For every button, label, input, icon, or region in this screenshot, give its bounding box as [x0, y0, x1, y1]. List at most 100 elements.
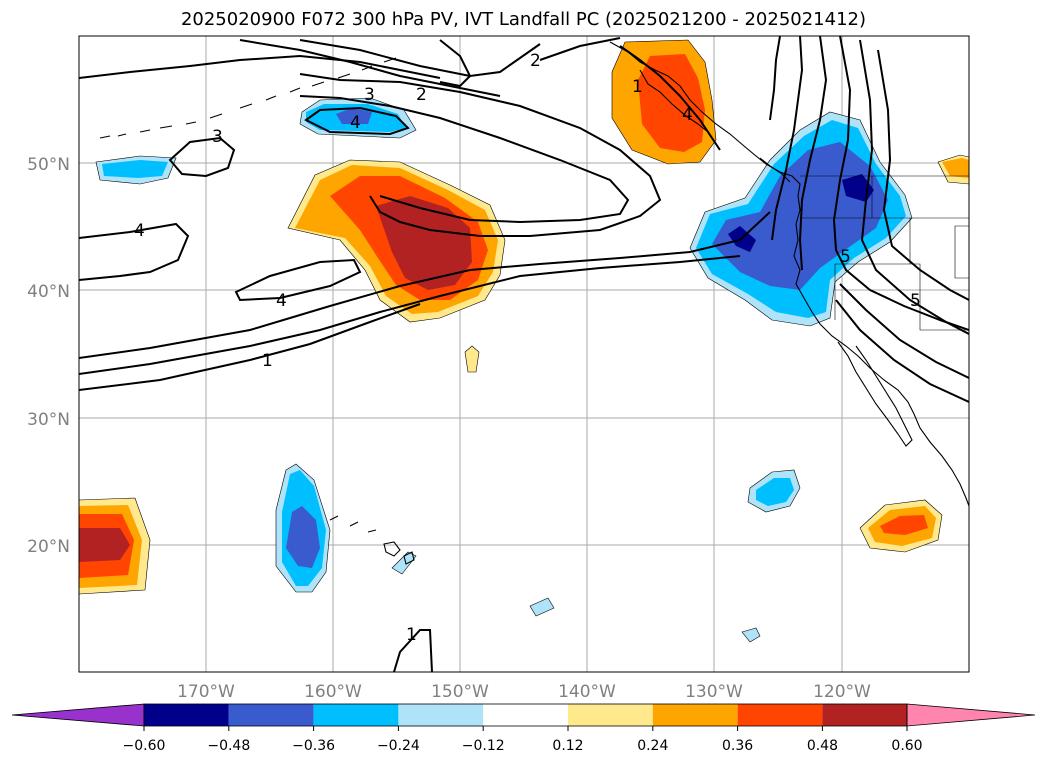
colorbar-extend-low: [11, 703, 145, 727]
positive-anomaly-central-pacific: [376, 196, 472, 290]
pv-contour: [835, 299, 969, 403]
pv-contour: [79, 222, 190, 281]
latitude-labels: 50°N 40°N 30°N 20°N: [27, 155, 70, 557]
contour-label: 1: [406, 625, 417, 645]
coastline-aleutians: [99, 57, 397, 139]
contour-label: 4: [682, 105, 693, 125]
pv-contour: [304, 106, 410, 136]
contour-label: 1: [632, 77, 643, 97]
colorbar-tick-label: 0.24: [637, 738, 668, 754]
colorbar-segment: [737, 704, 823, 726]
colorbar-tick-label: −0.24: [377, 738, 420, 754]
pv-contour: [79, 255, 741, 375]
colorbar-ticks: [143, 726, 908, 731]
pv-contour: [798, 36, 828, 271]
coastline-north-america: [609, 41, 969, 507]
lat-label-20n: 20°N: [27, 537, 70, 557]
contour-labels: 2 2 3 4 3 4 4 1 1 1 4 5 5: [134, 51, 921, 645]
negative-anomaly-small: [741, 627, 761, 643]
negative-anomaly-aleutian: [336, 108, 372, 124]
colorbar-segment: [228, 704, 314, 726]
colorbar-segment: [144, 704, 229, 726]
lon-label-130w: 130°W: [685, 682, 743, 702]
map-frame: [78, 35, 970, 673]
colorbar-segment: [313, 704, 399, 726]
colorbar: −0.60 −0.48 −0.36 −0.24 −0.12 0.12 0.24 …: [11, 703, 1036, 754]
pv-contour: [79, 211, 771, 359]
coastline-hawaii: [329, 515, 401, 557]
positive-anomaly-small: [942, 158, 969, 178]
colorbar-segment: [568, 704, 653, 726]
colorbar-tick-label: 0.36: [722, 738, 753, 754]
pv-contour: [168, 136, 236, 178]
pv-contour: [619, 45, 721, 151]
pv-contour: [79, 54, 441, 79]
colorbar-segment: [483, 704, 568, 726]
pv-contour: [839, 283, 969, 379]
colorbar-segment: [398, 704, 484, 726]
contour-label: 3: [364, 85, 375, 105]
lon-label-140w: 140°W: [558, 682, 616, 702]
contour-label: 2: [530, 51, 541, 71]
pv-contour: [832, 36, 969, 331]
negative-anomaly-small: [529, 597, 555, 617]
coastline-hawaii-big-island: [403, 551, 415, 565]
colorbar-tick-label: −0.36: [292, 738, 335, 754]
pv-contours: [79, 36, 969, 672]
contour-label: 5: [910, 291, 921, 311]
pv-contour: [234, 258, 362, 302]
lat-label-40n: 40°N: [27, 282, 70, 302]
colorbar-segment: [822, 704, 908, 726]
contour-label: 4: [350, 113, 361, 133]
coastline-baja: [837, 341, 913, 447]
negative-anomaly-hawaii: [286, 506, 320, 568]
positive-anomaly-small: [464, 345, 480, 373]
contour-label: 4: [134, 221, 145, 241]
contour-label: 1: [262, 351, 273, 371]
pv-contour: [877, 49, 969, 301]
pv-contour: [239, 39, 501, 97]
negative-anomaly-subtropical: [756, 478, 794, 506]
colorbar-extend-high: [906, 703, 1036, 727]
political-borders: [800, 175, 969, 331]
lon-label-150w: 150°W: [431, 682, 489, 702]
colorbar-outline: [143, 703, 908, 727]
lon-label-120w: 120°W: [813, 682, 871, 702]
contour-label: 3: [212, 127, 223, 147]
contour-label: 5: [840, 247, 851, 267]
pv-contour: [771, 36, 804, 241]
coastlines: [99, 41, 969, 565]
longitude-labels: 170°W 160°W 150°W 140°W 130°W 120°W: [177, 682, 871, 702]
contour-label: 4: [276, 291, 287, 311]
colorbar-tick-label: 0.12: [552, 738, 583, 754]
pv-contour: [299, 95, 630, 224]
coastline-vancouver-island: [759, 157, 791, 183]
pv-contour: [539, 37, 621, 61]
positive-anomaly-west-hawaii: [79, 528, 130, 562]
pv-contour: [769, 36, 781, 121]
colorbar-tick-label: −0.12: [462, 738, 505, 754]
negative-anomaly-small: [391, 551, 417, 575]
colorbar-tick-label: −0.48: [207, 738, 250, 754]
colorbar-tick-label: 0.48: [807, 738, 838, 754]
colorbar-segment: [652, 704, 738, 726]
colorbar-tick-labels: −0.60 −0.48 −0.36 −0.24 −0.12 0.12 0.24 …: [123, 738, 923, 754]
lat-label-50n: 50°N: [27, 155, 70, 175]
pv-contour: [393, 629, 433, 672]
negative-anomaly-west-coast: [712, 142, 888, 290]
contour-label: 2: [416, 85, 427, 105]
pv-contour: [299, 73, 662, 237]
negative-anomaly-far-west: [102, 160, 168, 178]
colorbar-tick-label: 0.60: [891, 738, 922, 754]
lon-label-170w: 170°W: [177, 682, 235, 702]
map-title: 2025020900 F072 300 hPa PV, IVT Landfall…: [180, 9, 867, 30]
pv-contour: [79, 303, 421, 391]
lat-label-30n: 30°N: [27, 410, 70, 430]
coastline-alaska-panhandle: [639, 69, 709, 133]
colorbar-tick-label: −0.60: [123, 738, 166, 754]
positive-anomaly-baja: [880, 515, 928, 535]
pv-contour: [859, 39, 969, 335]
pv-contour: [439, 39, 472, 88]
lon-label-160w: 160°W: [304, 682, 362, 702]
